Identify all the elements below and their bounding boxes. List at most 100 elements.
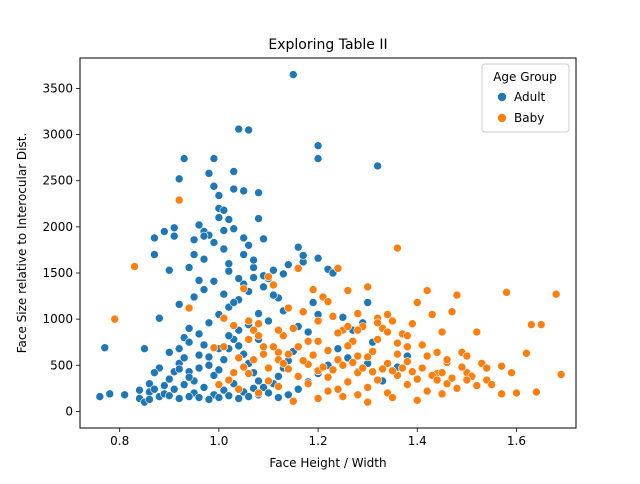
point-baby-75 <box>264 376 273 386</box>
point-baby-137 <box>447 373 457 383</box>
point-baby-149 <box>333 328 343 338</box>
point-adult-27 <box>214 191 224 200</box>
point-adult-104 <box>199 383 209 392</box>
point-adult-82 <box>204 360 214 370</box>
point-adult-172 <box>219 244 229 254</box>
point-adult-77 <box>179 353 189 363</box>
point-adult-140 <box>214 393 224 402</box>
point-adult-41 <box>254 188 263 198</box>
point-adult-34 <box>229 184 239 194</box>
point-baby-154 <box>393 338 402 348</box>
point-baby-123 <box>308 350 318 360</box>
x-tick-label: 1.4 <box>408 434 427 448</box>
point-baby-156 <box>422 351 432 361</box>
point-baby-8 <box>239 284 248 293</box>
point-baby-76 <box>274 382 283 391</box>
point-adult-127 <box>259 282 268 292</box>
point-adult-119 <box>264 316 273 326</box>
point-baby-50 <box>447 307 457 317</box>
point-baby-118 <box>383 359 392 368</box>
y-tick-label: 2000 <box>42 220 73 234</box>
point-adult-113 <box>204 318 214 328</box>
x-tick-label: 1.0 <box>209 434 228 448</box>
point-baby-17 <box>284 303 293 313</box>
legend-label-baby: Baby <box>514 111 544 125</box>
point-adult-102 <box>179 380 189 389</box>
point-baby-5 <box>219 313 229 323</box>
point-baby-66 <box>551 289 561 299</box>
points-layer <box>95 70 566 407</box>
x-axis-label: Face Height / Width <box>269 456 386 470</box>
point-adult-31 <box>219 226 229 235</box>
point-adult-174 <box>239 233 248 243</box>
point-adult-160 <box>303 327 313 337</box>
y-tick-label: 2500 <box>42 174 73 188</box>
x-tick-label: 1.6 <box>507 434 526 448</box>
point-baby-152 <box>373 318 382 328</box>
point-adult-112 <box>194 329 204 339</box>
point-adult-42 <box>259 234 268 244</box>
point-baby-115 <box>343 341 353 351</box>
point-baby-101 <box>388 393 397 402</box>
point-adult-142 <box>234 394 244 403</box>
point-baby-0 <box>110 314 120 324</box>
legend-marker-adult <box>497 92 507 102</box>
point-baby-3 <box>184 303 194 313</box>
point-adult-177 <box>224 266 234 276</box>
point-adult-120 <box>189 292 199 302</box>
point-adult-163 <box>333 344 343 353</box>
point-adult-23 <box>204 169 214 178</box>
point-adult-71 <box>150 368 159 377</box>
point-baby-21 <box>303 336 313 346</box>
y-tick-label: 500 <box>50 358 73 372</box>
point-baby-29 <box>343 286 353 295</box>
y-axis-label: Face Size relative to Interocular Dist. <box>15 133 29 354</box>
point-adult-39 <box>244 241 253 250</box>
point-adult-155 <box>284 390 293 400</box>
point-baby-134 <box>417 363 427 373</box>
point-adult-0 <box>95 392 105 401</box>
point-baby-98 <box>313 394 323 403</box>
point-adult-154 <box>274 393 283 402</box>
point-baby-90 <box>412 374 422 384</box>
point-adult-43 <box>249 263 258 272</box>
point-baby-38 <box>388 316 397 326</box>
point-adult-145 <box>194 393 204 402</box>
x-axis: 0.8 1.0 1.2 1.4 1.6 <box>110 428 526 448</box>
point-adult-83 <box>209 371 219 380</box>
plot-frame <box>79 57 577 429</box>
point-baby-74 <box>254 388 263 398</box>
point-adult-70 <box>145 379 154 389</box>
point-baby-45 <box>422 286 432 295</box>
point-baby-138 <box>457 362 467 372</box>
point-adult-26 <box>209 154 219 163</box>
point-adult-32 <box>224 215 234 224</box>
point-baby-99 <box>338 392 348 401</box>
point-baby-23 <box>313 316 323 326</box>
point-adult-146 <box>204 395 214 404</box>
point-adult-53 <box>298 251 308 260</box>
point-baby-31 <box>353 309 363 318</box>
point-baby-79 <box>303 379 313 389</box>
point-baby-113 <box>313 336 323 346</box>
point-baby-155 <box>403 342 412 352</box>
point-adult-101 <box>169 384 179 394</box>
point-adult-18 <box>184 263 194 272</box>
point-baby-19 <box>293 264 303 273</box>
point-baby-4 <box>209 343 219 353</box>
point-baby-42 <box>408 319 417 329</box>
point-baby-97 <box>288 396 298 406</box>
point-baby-116 <box>353 351 363 361</box>
point-baby-148 <box>274 325 283 335</box>
point-baby-122 <box>298 356 308 365</box>
y-tick-label: 1500 <box>42 266 73 280</box>
point-baby-58 <box>487 380 496 389</box>
point-baby-16 <box>279 331 288 341</box>
point-baby-147 <box>254 331 263 341</box>
point-adult-57 <box>313 154 323 163</box>
legend-label-adult: Adult <box>514 90 546 104</box>
point-baby-77 <box>284 364 293 374</box>
point-adult-17 <box>174 300 184 309</box>
point-baby-151 <box>353 325 363 335</box>
